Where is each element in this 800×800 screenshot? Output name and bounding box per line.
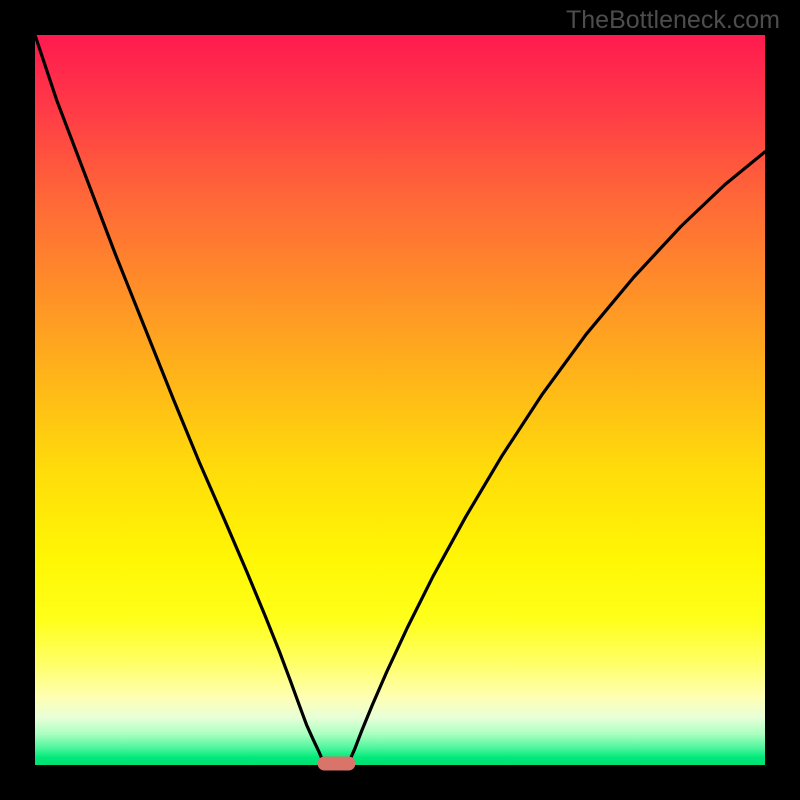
bottleneck-marker [317,757,355,771]
chart-container: TheBottleneck.com [0,0,800,800]
chart-svg [0,0,800,800]
plot-area [35,35,765,765]
watermark-text: TheBottleneck.com [566,6,780,35]
